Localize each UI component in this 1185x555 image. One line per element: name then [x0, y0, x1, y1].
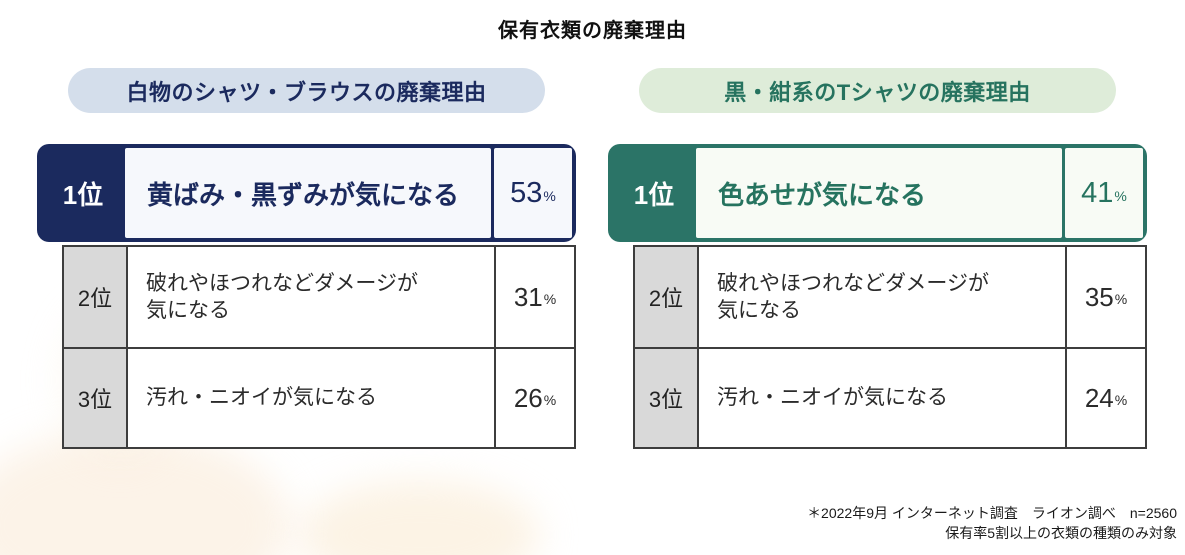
footnote-line1: ＊2022年9月 インターネット調査 ライオン調べ n=2560 [807, 505, 1177, 521]
percent-unit: % [1114, 290, 1128, 307]
rank-cell: 2位 [635, 247, 699, 347]
percent-unit: % [1114, 187, 1127, 204]
background-watermark-blob [300, 480, 540, 555]
percent-unit: % [543, 187, 556, 204]
rank2-row: 2位 破れやほつれなどダメージが 気になる 31% [64, 247, 574, 347]
rank1-row: 1位 色あせが気になる 41% [608, 144, 1147, 242]
panel-header-white-shirts: 白物のシャツ・ブラウスの廃棄理由 [68, 68, 545, 113]
percent-unit: % [543, 391, 557, 408]
footnote-line2: 保有率5割以上の衣類の種類のみ対象 [945, 525, 1177, 542]
percent-value: 41 [1081, 176, 1114, 209]
percent-wrap: 41% [1081, 177, 1127, 210]
percent-wrap: 26% [514, 383, 556, 414]
rank-cell: 2位 [64, 247, 128, 347]
rank-cell: 1位 [633, 179, 675, 210]
reason-cell: 破れやほつれなどダメージが 気になる [146, 271, 418, 322]
rank-cell: 3位 [64, 349, 128, 447]
percent-value: 53 [510, 176, 543, 209]
percent-cell: 24% [1065, 349, 1145, 447]
percent-cell: 35% [1065, 247, 1145, 347]
percent-value: 35 [1084, 281, 1114, 312]
rank2-row: 2位 破れやほつれなどダメージが 気になる 35% [635, 247, 1145, 347]
percent-value: 31 [513, 281, 543, 312]
ranking-table-dark-tshirts: 1位 色あせが気になる 41% 2位 破れやほつれなどダメージが 気になる 35… [608, 144, 1147, 449]
rank1-row: 1位 黄ばみ・黒ずみが気になる 53% [37, 144, 576, 242]
reason-cell: 黄ばみ・黒ずみが気になる [125, 148, 491, 238]
rank3-row: 3位 汚れ・ニオイが気になる 24% [635, 347, 1145, 447]
percent-wrap: 31% [514, 282, 556, 313]
rank-cell: 3位 [635, 349, 699, 447]
percent-unit: % [543, 290, 557, 307]
footnote: ＊2022年9月 インターネット調査 ライオン調べ n=2560 保有率5割以上… [807, 503, 1177, 544]
percent-value: 24 [1084, 382, 1114, 413]
percent-cell: 31% [494, 247, 574, 347]
rank2-3-rows: 2位 破れやほつれなどダメージが 気になる 31% 3位 汚れ・ニオイが気になる… [62, 245, 576, 449]
reason-cell: 破れやほつれなどダメージが 気になる [717, 271, 989, 322]
percent-wrap: 35% [1085, 282, 1127, 313]
panel-header-dark-tshirts: 黒・紺系のTシャツの廃棄理由 [639, 68, 1116, 113]
reason-cell: 汚れ・ニオイが気になる [146, 386, 377, 410]
panel-white-shirts: 白物のシャツ・ブラウスの廃棄理由 1位 黄ばみ・黒ずみが気になる 53% 2位 … [37, 68, 576, 449]
ranking-table-white-shirts: 1位 黄ばみ・黒ずみが気になる 53% 2位 破れやほつれなどダメージが 気にな… [37, 144, 576, 449]
percent-cell: 26% [494, 349, 574, 447]
page-title: 保有衣類の廃棄理由 [498, 20, 687, 42]
percent-cell: 53% [494, 148, 572, 238]
percent-value: 26 [513, 382, 543, 413]
percent-wrap: 24% [1085, 383, 1127, 414]
reason-cell: 汚れ・ニオイが気になる [717, 386, 948, 410]
percent-cell: 41% [1065, 148, 1143, 238]
rank2-3-rows: 2位 破れやほつれなどダメージが 気になる 35% 3位 汚れ・ニオイが気になる… [633, 245, 1147, 449]
panel-dark-tshirts: 黒・紺系のTシャツの廃棄理由 1位 色あせが気になる 41% 2位 破れやほつれ… [608, 68, 1147, 449]
percent-wrap: 53% [510, 177, 556, 210]
reason-cell: 色あせが気になる [696, 148, 1062, 238]
rank3-row: 3位 汚れ・ニオイが気になる 26% [64, 347, 574, 447]
rank-cell: 1位 [62, 179, 104, 210]
percent-unit: % [1114, 391, 1128, 408]
